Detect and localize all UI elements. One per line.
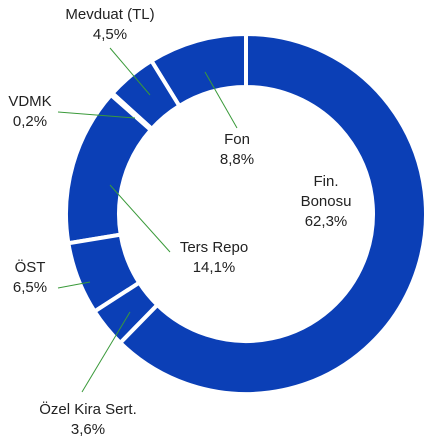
leader-lines: [57, 47, 238, 393]
value-label: 8,8%: [219, 151, 255, 168]
slice-label: ÖST 6,5%: [13, 258, 47, 298]
slice-label: VDMK 0,2%: [8, 92, 51, 132]
slice: [117, 31, 427, 396]
slice-label: Fin. Bonosu 62,3%: [296, 172, 356, 232]
value-label: 62,3%: [304, 213, 348, 230]
category-label: VDMK: [8, 93, 52, 110]
slice: [109, 58, 183, 132]
value-label: 3,6%: [70, 421, 106, 438]
value-label: 6,5%: [12, 279, 48, 296]
leader-line: [109, 47, 151, 96]
slice-label: Fon 8,8%: [220, 130, 254, 170]
value-label: 14,1%: [192, 259, 236, 276]
value-label: 0,2%: [12, 113, 48, 130]
leader-line: [204, 71, 238, 129]
category-label: ÖST: [14, 259, 46, 276]
slice: [64, 92, 154, 246]
leader-line: [57, 111, 136, 119]
leader-line: [109, 184, 171, 253]
category-label: Özel Kira Sert.: [39, 401, 137, 418]
slice-label: Ters Repo 14,1%: [180, 238, 248, 278]
category-label: Mevduat (TL): [65, 6, 155, 23]
category-label: Fin. Bonosu: [300, 173, 352, 210]
value-label: 4,5%: [92, 26, 128, 43]
leader-line: [57, 281, 91, 289]
category-label: Ters Repo: [179, 239, 249, 256]
slice-label: Mevduat (TL) 4,5%: [65, 5, 154, 45]
leader-line: [81, 311, 131, 393]
slice: [91, 279, 161, 346]
slice-label: Özel Kira Sert. 3,6%: [39, 400, 137, 440]
category-label: Fon: [224, 131, 250, 148]
